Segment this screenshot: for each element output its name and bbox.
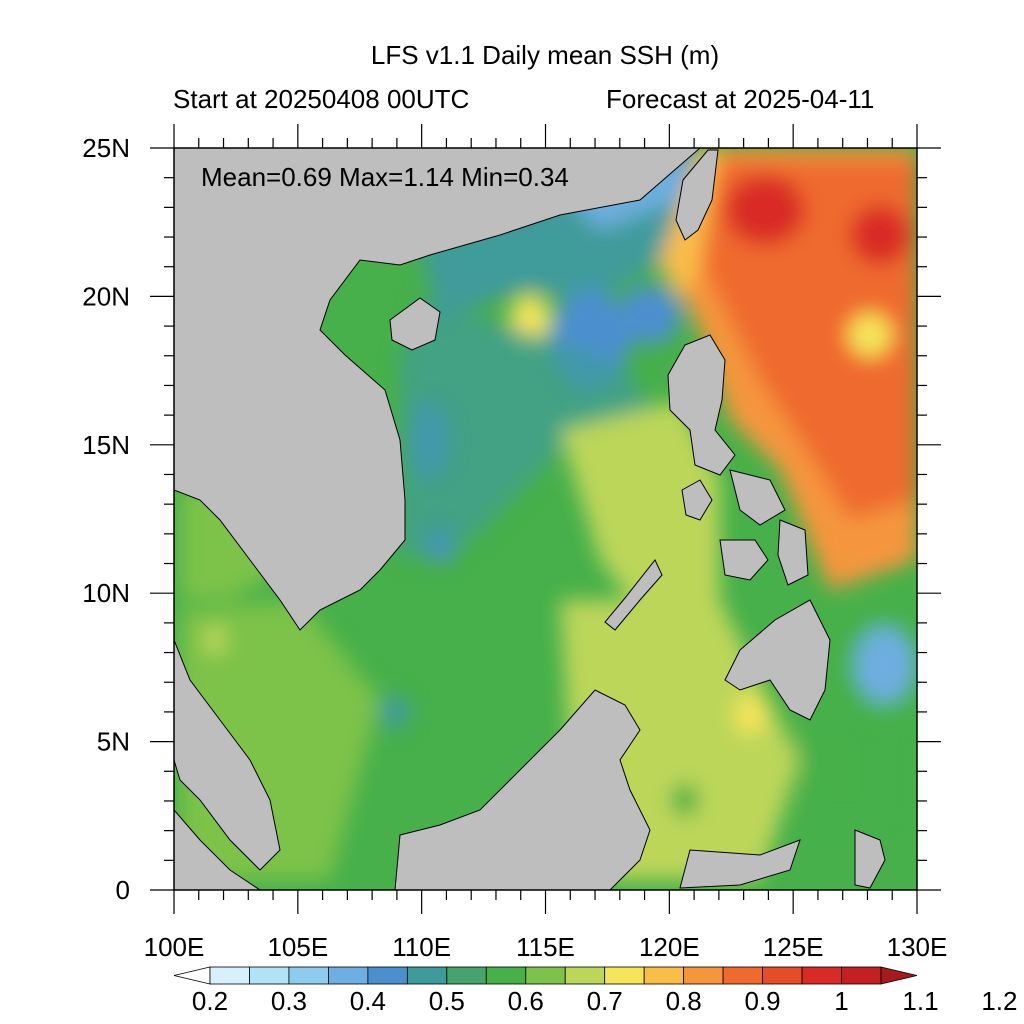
lat-tick-label: 15N [82, 430, 130, 460]
colorbar-swatch [762, 966, 803, 985]
colorbar-swatch [604, 966, 645, 985]
colorbar-label: 1.2 [981, 986, 1017, 1016]
colorbar-labels: 0.2 0.3 0.4 0.5 0.6 0.7 0.8 0.9 1 1.1 1.2 [192, 986, 1018, 1016]
forecast-time-label: Forecast at 2025-04-11 [606, 84, 875, 114]
colorbar-label: 0.2 [192, 986, 228, 1016]
colorbar-label: 1.1 [902, 986, 938, 1016]
lat-tick-label: 25N [82, 133, 130, 163]
lon-tick-label: 130E [887, 932, 948, 962]
colorbar-swatch [209, 966, 250, 985]
colorbar-swatch [485, 966, 527, 985]
lat-tick-label: 10N [82, 578, 130, 608]
lon-tick-label: 100E [144, 932, 205, 962]
colorbar-label: 0.8 [666, 986, 702, 1016]
colorbar-swatch [564, 966, 606, 985]
axis-ticks [150, 124, 941, 914]
colorbar-swatch [173, 966, 211, 985]
lon-tick-label: 125E [763, 932, 824, 962]
colorbar-swatch [801, 966, 842, 985]
colorbar-swatch [880, 966, 918, 985]
colorbar [173, 966, 918, 985]
stats-label: Mean=0.69 Max=1.14 Min=0.34 [201, 162, 569, 192]
colorbar-swatch [643, 966, 685, 985]
colorbar-swatch [841, 966, 882, 985]
lon-tick-label: 110E [392, 932, 451, 962]
colorbar-label: 0.7 [587, 986, 623, 1016]
lat-tick-label: 20N [82, 281, 130, 311]
axis-tick-labels: 100E 105E 110E 115E 120E 125E 130E 0 5N 10N 15N 20N… [82, 133, 947, 962]
colorbar-label: 0.5 [429, 986, 465, 1016]
colorbar-swatch [446, 966, 487, 985]
lat-tick-label: 5N [97, 727, 130, 757]
lon-tick-label: 115E [516, 932, 575, 962]
colorbar-swatch [328, 966, 369, 985]
colorbar-swatch [525, 966, 566, 985]
colorbar-label: 0.6 [508, 986, 544, 1016]
colorbar-label: 0.9 [745, 986, 781, 1016]
colorbar-swatch [722, 966, 763, 985]
map-title: LFS v1.1 Daily mean SSH (m) [370, 40, 720, 70]
colorbar-swatch [288, 966, 329, 985]
lon-tick-label: 105E [267, 932, 328, 962]
start-time-label: Start at 20250408 00UTC [173, 84, 470, 114]
colorbar-swatch [367, 966, 408, 985]
colorbar-label: 0.4 [350, 986, 386, 1016]
lat-tick-label: 0 [116, 875, 130, 905]
colorbar-swatch [683, 966, 724, 985]
colorbar-swatch [406, 966, 448, 985]
colorbar-swatch [249, 966, 290, 985]
colorbar-label: 0.3 [271, 986, 307, 1016]
land-masses [174, 148, 886, 890]
colorbar-label: 1 [834, 986, 848, 1016]
ssh-field [174, 148, 917, 890]
lon-tick-label: 120E [639, 932, 700, 962]
